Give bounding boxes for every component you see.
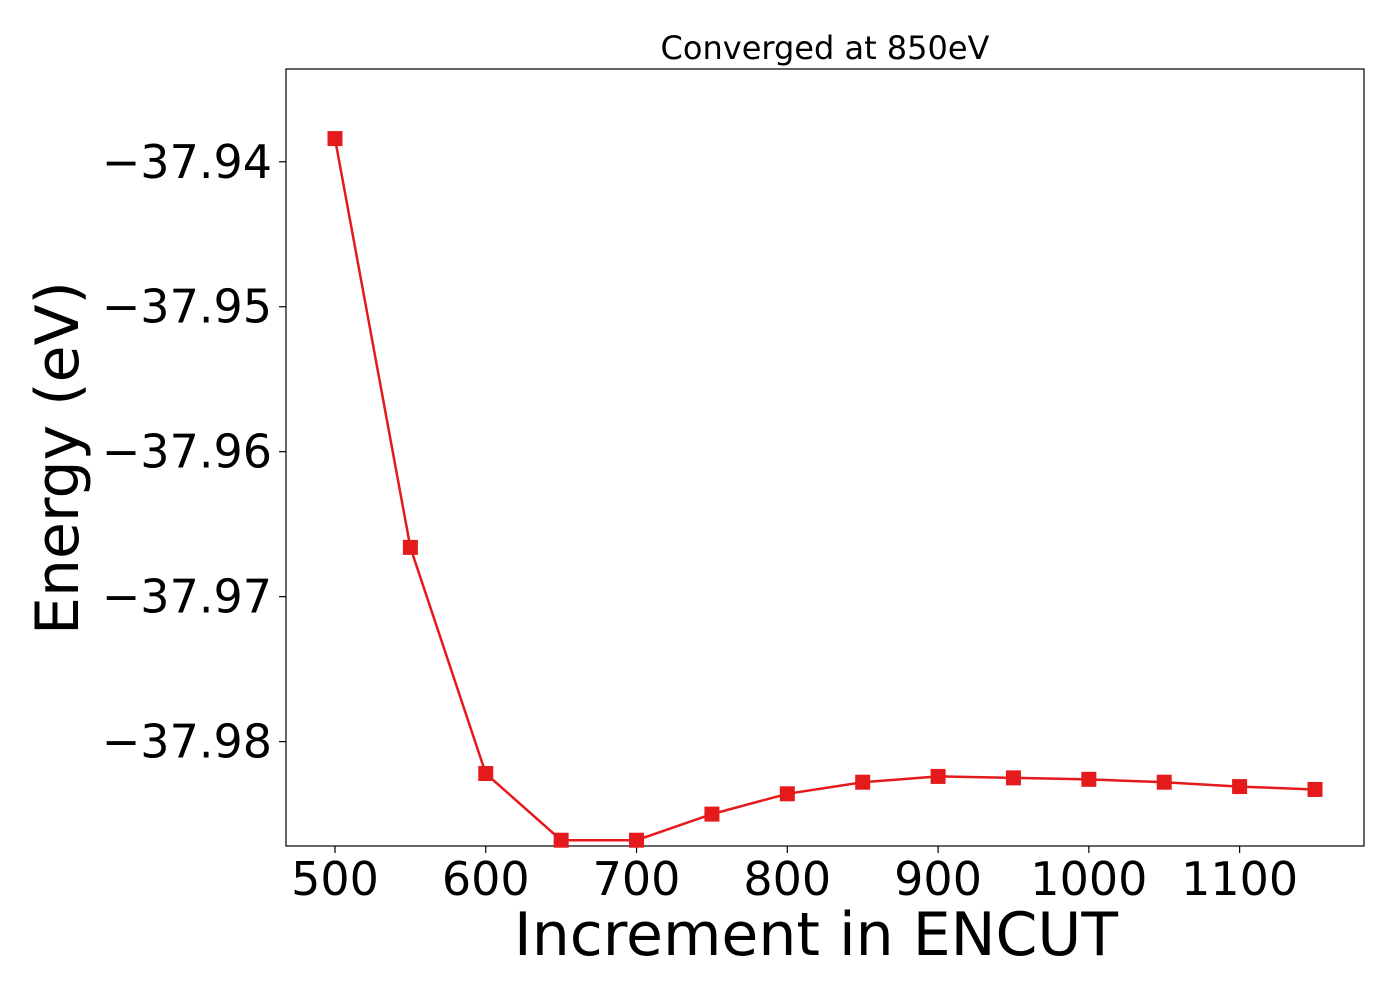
data-point — [327, 131, 343, 147]
x-axis-ticks: 500 600 700 800 900 1000 1100 — [291, 846, 1298, 906]
y-axis-ticks: −37.94 −37.95 −37.96 −37.97 −37.98 — [102, 135, 286, 769]
plot-frame — [285, 68, 1365, 847]
x-axis-label: Increment in ENCUT — [514, 900, 1118, 970]
data-point — [704, 806, 720, 822]
series-line — [333, 138, 1316, 842]
series-layer — [327, 131, 1323, 848]
x-tick-label: 600 — [442, 852, 530, 906]
plot-area — [285, 68, 1365, 847]
data-point — [1081, 771, 1097, 787]
x-tick-label: 1000 — [1030, 852, 1147, 906]
data-point — [855, 774, 871, 790]
data-point — [779, 786, 795, 802]
chart-title: Converged at 850eV — [661, 29, 990, 67]
y-tick-label: −37.94 — [102, 135, 272, 189]
y-tick-label: −37.95 — [102, 280, 272, 334]
data-point — [1307, 781, 1323, 797]
x-tick-label: 1100 — [1181, 852, 1298, 906]
data-point — [402, 539, 418, 555]
data-point — [1005, 770, 1021, 786]
x-tick-label: 700 — [593, 852, 681, 906]
data-point — [1232, 779, 1248, 795]
data-point — [553, 832, 569, 848]
y-tick-label: −37.98 — [102, 715, 272, 769]
x-tick-label: 900 — [894, 852, 982, 906]
x-tick-label: 800 — [743, 852, 831, 906]
data-point — [478, 766, 494, 782]
x-tick-label: 500 — [291, 852, 379, 906]
y-tick-label: −37.97 — [102, 570, 272, 624]
data-point — [1156, 774, 1172, 790]
data-point — [629, 832, 645, 848]
data-point — [930, 768, 946, 784]
y-axis-label: Energy (eV) — [23, 281, 93, 635]
y-tick-label: −37.96 — [102, 425, 272, 479]
